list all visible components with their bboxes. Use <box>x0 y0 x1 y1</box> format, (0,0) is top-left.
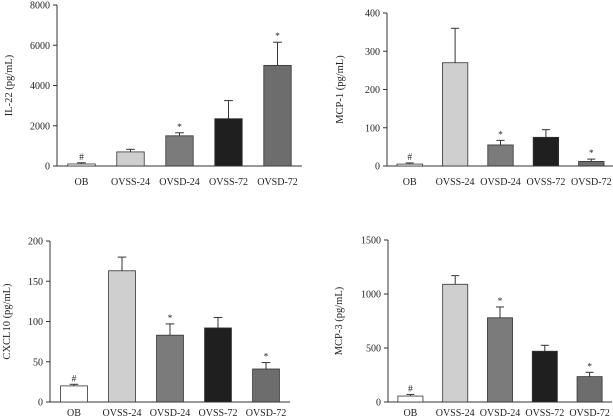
bar-ovsd-24 <box>487 144 514 167</box>
y-tick-label: 400 <box>365 9 380 20</box>
y-tick-label: 1500 <box>361 236 381 247</box>
significance-mark: * <box>177 123 182 133</box>
bar-ovss-72 <box>204 327 232 403</box>
significance-mark: # <box>79 153 84 163</box>
y-tick-label: 1000 <box>361 290 381 301</box>
significance-mark: # <box>408 384 413 394</box>
significance-mark: * <box>498 297 503 307</box>
y-tick-label: 100 <box>28 317 43 328</box>
bar-ob <box>396 163 423 167</box>
category-label-ovss-72: OVSS-72 <box>209 177 248 188</box>
bar-ovss-72 <box>214 118 243 167</box>
y-tick-label: 200 <box>365 85 380 96</box>
category-label-ovss-72: OVSS-72 <box>199 408 238 419</box>
category-label-ovss-72: OVSS-72 <box>525 408 564 419</box>
bar-ob <box>67 163 96 167</box>
y-tick-label: 200 <box>28 237 43 248</box>
category-label-ovss-72: OVSS-72 <box>526 177 565 188</box>
significance-mark: * <box>168 314 173 324</box>
bar-ovss-72 <box>532 136 560 167</box>
y-tick-label: 0 <box>38 398 43 409</box>
panel-mcp3: 0 500 1000 1500 MCP-3 (pg/mL) # OB OVSS-24 * OVSD… <box>334 236 612 419</box>
significance-mark: * <box>275 32 280 42</box>
significance-mark: * <box>589 149 594 159</box>
bar-ovsd-72 <box>576 376 603 403</box>
significance-mark: * <box>264 353 269 363</box>
y-tick-label: 150 <box>28 277 43 288</box>
category-label-ovss-24: OVSS-24 <box>111 177 150 188</box>
bar-ovss-24 <box>108 270 136 403</box>
significance-mark: # <box>72 374 77 384</box>
panel-cxcl10: 0 50 100 150 200 CXCL10 (pg/mL) # OB OVSS-24 * OVS… <box>2 237 290 419</box>
y-tick-label: 50 <box>33 357 43 368</box>
panel-mcp1: 0 100 200 300 400 MCP-1 (pg/mL) # OB OVSS-24 * OVS… <box>335 9 613 188</box>
category-label-ovsd-24: OVSD-24 <box>150 408 191 419</box>
y-tick-label: 0 <box>376 398 381 409</box>
category-label-ob: OB <box>67 408 81 419</box>
category-label-ovsd-24: OVSD-24 <box>480 177 521 188</box>
category-label-ovss-24: OVSS-24 <box>436 408 475 419</box>
significance-mark: # <box>407 153 412 163</box>
bar-ovss-24 <box>441 62 469 167</box>
y-tick-label: 2000 <box>30 121 50 132</box>
y-tick-label: 8000 <box>30 1 50 12</box>
y-axis-title: CXCL10 (pg/mL) <box>2 283 13 360</box>
bar-ob <box>60 385 88 403</box>
category-label-ovsd-72: OVSD-72 <box>571 177 612 188</box>
significance-mark: * <box>498 130 503 140</box>
bar-ob <box>397 395 424 403</box>
category-label-ovsd-72: OVSD-72 <box>246 408 287 419</box>
y-tick-label: 0 <box>45 162 50 173</box>
bar-ovsd-24 <box>487 317 513 403</box>
y-tick-label: 100 <box>365 123 380 134</box>
category-label-ovss-24: OVSS-24 <box>103 408 142 419</box>
y-axis-title: MCP-3 (pg/mL) <box>334 286 345 355</box>
bar-ovsd-72 <box>263 64 292 167</box>
panel-il22: 0 2000 4000 6000 8000 IL-22 (pg/mL) # OB OVSS-24… <box>4 1 302 188</box>
category-label-ob: OB <box>403 177 417 188</box>
category-label-ovsd-72: OVSD-72 <box>257 177 298 188</box>
y-tick-label: 0 <box>375 162 380 173</box>
category-label-ovss-24: OVSS-24 <box>436 177 475 188</box>
y-axis-title: IL-22 (pg/mL) <box>4 54 15 116</box>
category-label-ovsd-24: OVSD-24 <box>480 408 521 419</box>
y-axis-title: MCP-1 (pg/mL) <box>335 55 346 124</box>
bar-ovss-24 <box>442 283 469 403</box>
significance-mark: * <box>587 362 592 372</box>
category-label-ovsd-24: OVSD-24 <box>159 177 200 188</box>
bar-ovsd-24 <box>156 334 184 403</box>
bar-ovss-24 <box>116 151 145 167</box>
bar-ovss-72 <box>531 350 558 403</box>
y-tick-label: 500 <box>366 344 381 355</box>
bar-ovsd-72 <box>578 161 605 167</box>
y-tick-label: 300 <box>365 47 380 58</box>
y-tick-label: 6000 <box>30 41 50 52</box>
bar-ovsd-24 <box>165 135 194 167</box>
category-label-ovsd-72: OVSD-72 <box>569 408 610 419</box>
category-label-ob: OB <box>75 177 89 188</box>
category-label-ob: OB <box>403 408 417 419</box>
bar-ovsd-72 <box>252 368 280 403</box>
y-tick-label: 4000 <box>30 81 50 92</box>
